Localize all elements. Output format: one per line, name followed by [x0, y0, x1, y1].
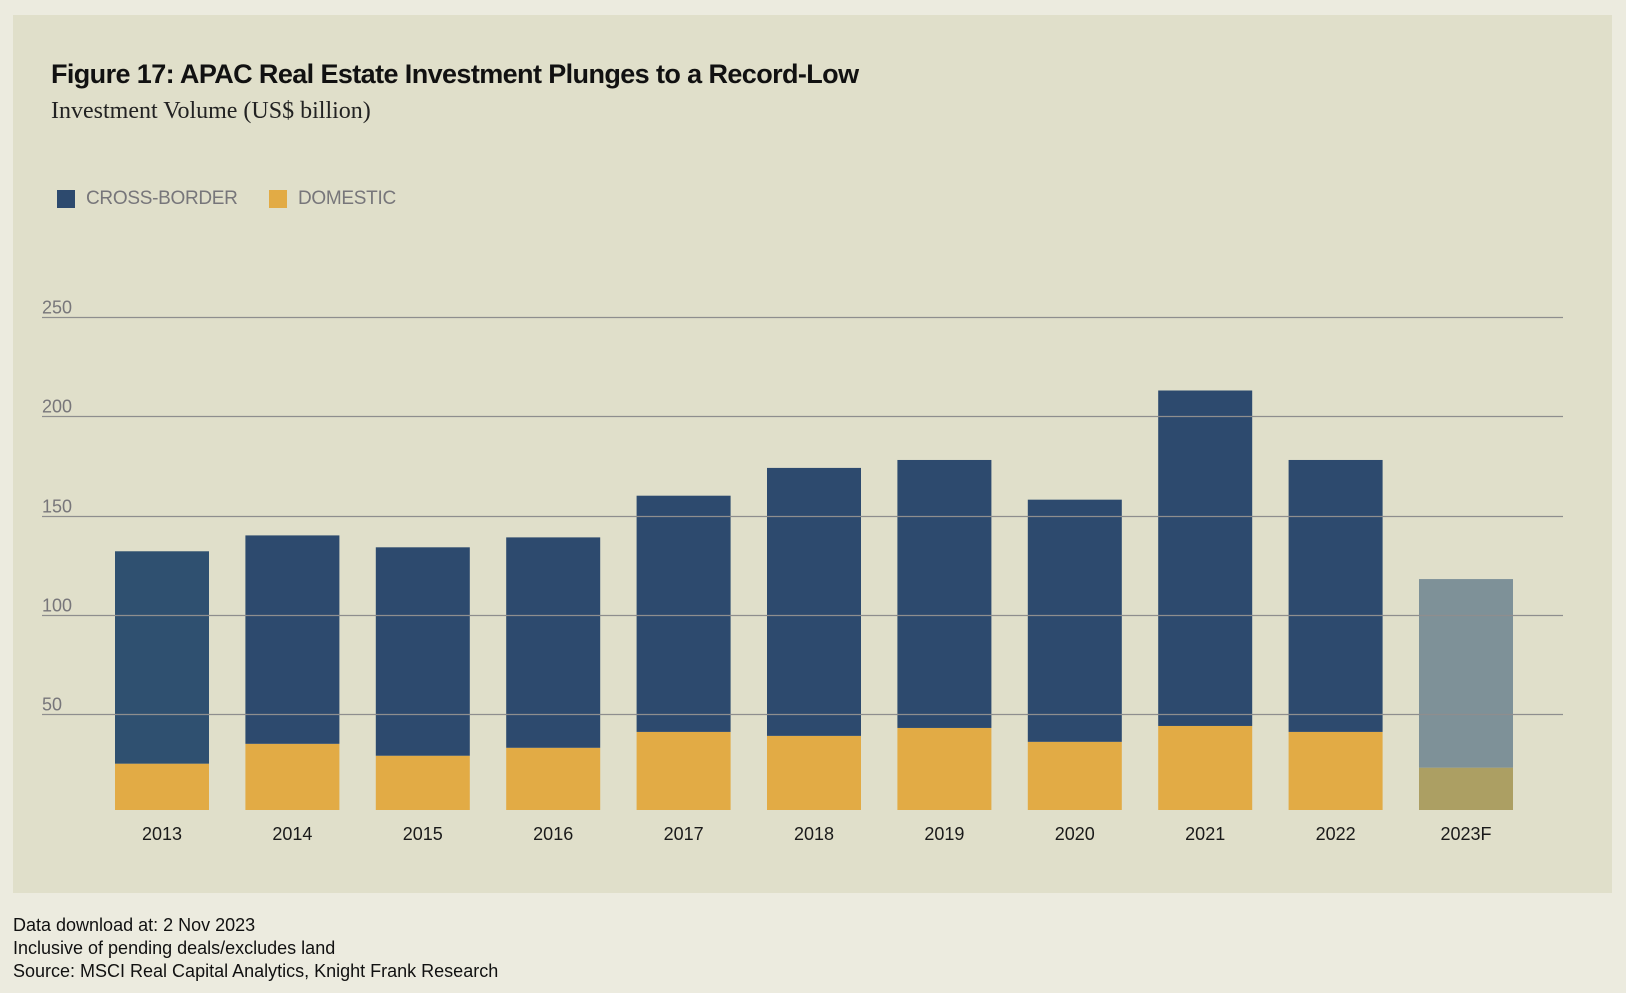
- bar-domestic-2014: [245, 743, 340, 810]
- legend-label-domestic: DOMESTIC: [298, 188, 396, 209]
- bar-cross-border-2017: [636, 495, 731, 732]
- bar-cross-border-2019: [897, 459, 992, 728]
- bar-cross-border-2023F: [1419, 579, 1513, 768]
- y-tick-label-200: 200: [42, 397, 72, 417]
- bar-domestic-2018: [767, 735, 861, 810]
- bar-domestic-2021: [1158, 725, 1253, 810]
- chart-subtitle: Investment Volume (US$ billion): [51, 98, 371, 124]
- bar-domestic-2017: [636, 731, 731, 810]
- x-tick-label-2016: 2016: [533, 824, 573, 844]
- bars: [115, 390, 1513, 810]
- x-tick-label-2014: 2014: [272, 824, 312, 844]
- footnotes: Data download at: 2 Nov 2023 Inclusive o…: [13, 914, 498, 983]
- footnote-inclusive: Inclusive of pending deals/excludes land: [13, 938, 336, 958]
- x-tick-label-2017: 2017: [664, 824, 704, 844]
- bar-cross-border-2015: [375, 547, 470, 756]
- bar-domestic-2016: [506, 747, 601, 810]
- x-tick-label-2019: 2019: [924, 824, 964, 844]
- bar-cross-border-2018: [767, 467, 861, 736]
- footnote-source: Source: MSCI Real Capital Analytics, Kni…: [13, 961, 499, 981]
- y-tick-label-250: 250: [42, 298, 72, 318]
- bar-domestic-2023F: [1419, 767, 1513, 810]
- x-tick-label-2018: 2018: [794, 824, 834, 844]
- legend-item-domestic: DOMESTIC: [269, 188, 396, 209]
- y-tick-label-50: 50: [42, 695, 62, 715]
- y-tick-label-100: 100: [42, 596, 72, 616]
- legend-label-cross-border: CROSS-BORDER: [86, 188, 238, 209]
- x-tick-label-2013: 2013: [142, 824, 182, 844]
- bar-domestic-2015: [375, 755, 470, 810]
- x-tick-label-2022: 2022: [1316, 824, 1356, 844]
- legend-swatch-cross-border: [57, 190, 75, 208]
- gridlines: [42, 316, 1563, 716]
- bar-cross-border-2022: [1288, 459, 1383, 732]
- bar-cross-border-2016: [506, 537, 601, 748]
- bar-domestic-2019: [897, 727, 992, 810]
- x-tick-label-2020: 2020: [1055, 824, 1095, 844]
- x-tick-label-2015: 2015: [403, 824, 443, 844]
- x-tick-label-2023F: 2023F: [1440, 824, 1491, 844]
- bar-cross-border-2013: [115, 551, 209, 764]
- legend-swatch-domestic: [269, 190, 287, 208]
- footnote-data-download: Data download at: 2 Nov 2023: [13, 915, 256, 935]
- bar-cross-border-2020: [1027, 499, 1122, 742]
- bar-cross-border-2014: [245, 535, 340, 744]
- axis-labels: 50 100 150 200 250 2013 2014 2015 2016 2017 2018 20…: [42, 298, 1492, 845]
- legend-item-cross-border: CROSS-BORDER: [57, 188, 238, 209]
- x-tick-label-2021: 2021: [1185, 824, 1225, 844]
- bar-domestic-2022: [1288, 731, 1383, 810]
- bar-domestic-2013: [115, 763, 209, 810]
- bar-cross-border-2021: [1158, 390, 1253, 726]
- bar-domestic-2020: [1027, 741, 1122, 810]
- chart-title: Figure 17: APAC Real Estate Investment P…: [51, 59, 859, 89]
- y-tick-label-150: 150: [42, 497, 72, 517]
